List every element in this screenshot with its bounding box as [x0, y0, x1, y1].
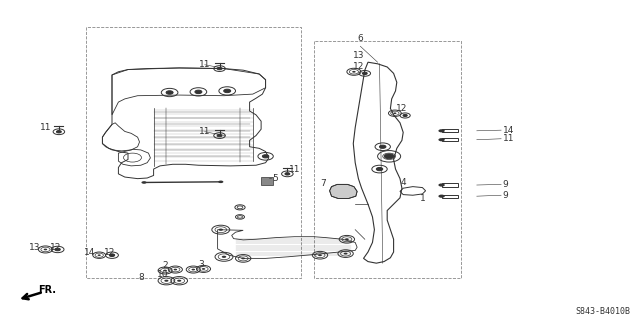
Text: 12: 12: [396, 104, 408, 113]
Text: 11: 11: [199, 127, 211, 136]
Circle shape: [163, 270, 167, 271]
Circle shape: [173, 269, 177, 271]
Text: 3: 3: [199, 260, 204, 269]
Circle shape: [55, 248, 60, 251]
Text: 10: 10: [157, 271, 169, 279]
Circle shape: [393, 113, 397, 114]
Bar: [442, 195, 458, 198]
Text: FR.: FR.: [38, 285, 56, 295]
Circle shape: [285, 173, 290, 175]
Text: 11: 11: [503, 134, 515, 143]
Circle shape: [218, 181, 223, 183]
Circle shape: [177, 280, 181, 282]
Circle shape: [98, 255, 101, 256]
Circle shape: [224, 89, 230, 93]
Text: 12: 12: [50, 243, 61, 252]
Text: 13: 13: [29, 243, 41, 252]
Text: 2: 2: [163, 261, 168, 270]
Circle shape: [191, 269, 195, 271]
Circle shape: [217, 67, 222, 70]
Circle shape: [438, 129, 445, 132]
Text: 14: 14: [84, 249, 95, 257]
Circle shape: [218, 228, 223, 231]
Text: 11: 11: [289, 165, 300, 174]
Text: 13: 13: [353, 51, 364, 60]
Text: 12: 12: [353, 63, 364, 71]
Circle shape: [438, 183, 445, 187]
Circle shape: [376, 167, 383, 171]
Circle shape: [345, 238, 349, 240]
Bar: [442, 138, 458, 141]
Text: 7: 7: [321, 179, 326, 188]
Text: 11: 11: [40, 123, 51, 132]
Text: 5: 5: [273, 174, 278, 182]
Polygon shape: [330, 184, 357, 198]
Circle shape: [217, 134, 222, 137]
Circle shape: [166, 91, 173, 94]
Circle shape: [438, 195, 445, 198]
Text: 6: 6: [358, 34, 363, 43]
Circle shape: [318, 254, 322, 256]
Circle shape: [44, 249, 47, 250]
Bar: [442, 129, 458, 132]
Text: 1: 1: [420, 194, 425, 203]
Bar: [261, 177, 273, 185]
Text: 11: 11: [199, 60, 211, 69]
Circle shape: [344, 253, 348, 255]
Circle shape: [222, 256, 227, 258]
Text: 12: 12: [104, 249, 116, 257]
Circle shape: [164, 280, 168, 282]
Circle shape: [262, 155, 269, 158]
Text: S843-B4010B: S843-B4010B: [575, 307, 630, 315]
Text: 8: 8: [138, 273, 143, 282]
Circle shape: [362, 72, 367, 75]
Circle shape: [403, 115, 407, 116]
Circle shape: [438, 138, 445, 141]
Circle shape: [56, 130, 61, 133]
Text: 4: 4: [401, 178, 406, 187]
Circle shape: [241, 257, 245, 259]
Circle shape: [109, 254, 115, 256]
Circle shape: [384, 154, 394, 159]
Circle shape: [141, 181, 147, 184]
Circle shape: [202, 268, 205, 270]
Text: 9: 9: [503, 191, 508, 200]
Text: 9: 9: [503, 180, 508, 189]
Circle shape: [352, 71, 356, 73]
Bar: [442, 183, 458, 187]
Circle shape: [380, 145, 386, 148]
Text: 14: 14: [503, 126, 515, 135]
Circle shape: [195, 90, 202, 93]
